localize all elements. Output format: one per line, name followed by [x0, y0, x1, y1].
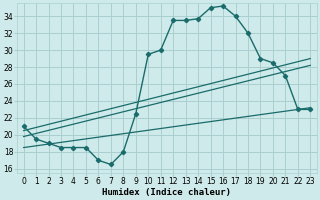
X-axis label: Humidex (Indice chaleur): Humidex (Indice chaleur): [102, 188, 231, 197]
